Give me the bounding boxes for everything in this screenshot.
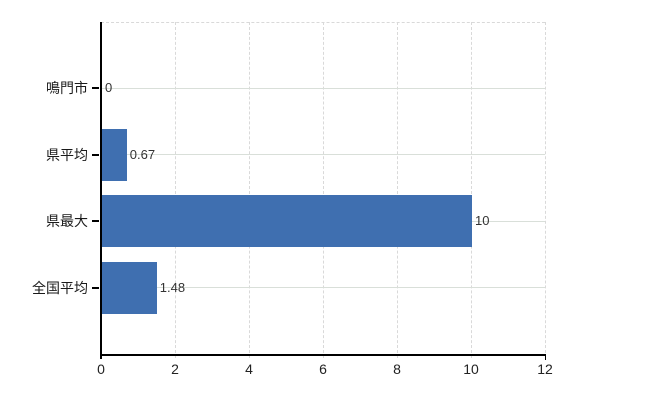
x-tick-label: 2 (171, 361, 179, 377)
x-axis-end-tick (544, 354, 546, 360)
bar-value-label: 10 (475, 213, 490, 229)
category-tick (92, 286, 99, 289)
bar (102, 261, 157, 314)
category-tick (92, 87, 99, 90)
category-tick (92, 220, 99, 223)
category-label: 全国平均 (32, 279, 88, 296)
x-tick-label: 0 (97, 361, 105, 377)
x-gridline (248, 22, 250, 358)
x-gridline (544, 22, 546, 358)
x-tick-label: 10 (463, 361, 479, 377)
bar-value-label: 0 (105, 80, 113, 96)
y-axis (100, 22, 102, 359)
category-label: 県最大 (46, 213, 88, 230)
x-tick-label: 6 (319, 361, 327, 377)
category-label: 鳴門市 (46, 80, 88, 97)
x-gridline (396, 22, 398, 358)
x-tick-label: 8 (393, 361, 401, 377)
category-tick (92, 153, 99, 156)
bar (102, 195, 472, 248)
x-gridline (174, 22, 176, 358)
y-gridline (101, 154, 545, 156)
category-label: 県平均 (46, 146, 88, 163)
x-gridline (322, 22, 324, 358)
bar-value-label: 0.67 (129, 146, 156, 162)
bar (102, 128, 127, 181)
x-gridline (470, 22, 472, 358)
y-gridline (101, 87, 545, 89)
x-tick-label: 12 (537, 361, 553, 377)
x-axis (100, 354, 546, 356)
y-gridline (101, 287, 545, 289)
bar-value-label: 1.48 (159, 279, 186, 295)
x-tick-label: 4 (245, 361, 253, 377)
